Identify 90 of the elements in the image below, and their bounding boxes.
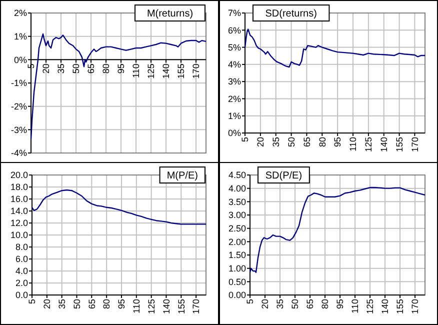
x-tick-label: 140 <box>379 137 390 152</box>
x-tick-label: 20 <box>256 137 266 148</box>
y-tick-label: 20.0 <box>10 170 28 180</box>
x-tick-label: 155 <box>176 299 186 314</box>
y-tick-label: 3.50 <box>228 196 246 207</box>
y-tick-label: 0% <box>14 54 27 65</box>
y-tick-label: 2% <box>14 8 27 18</box>
x-tick-label: 35 <box>275 299 286 310</box>
x-tick-label: 5 <box>27 299 38 304</box>
chart-title: SD(P/E) <box>265 170 302 182</box>
y-tick-label: -4% <box>10 148 27 158</box>
y-tick-label: -2% <box>10 101 27 112</box>
x-tick-label: 50 <box>286 137 296 148</box>
y-tick-label: 3% <box>228 76 241 87</box>
y-tick-label: 3.00 <box>228 210 246 220</box>
y-tick-label: 10.0 <box>10 230 28 240</box>
x-tick-label: 110 <box>348 137 358 152</box>
y-tick-label: 5% <box>228 42 241 52</box>
x-tick-label: 140 <box>161 64 172 79</box>
y-tick-label: 16.0 <box>10 194 28 204</box>
x-tick-label: 110 <box>350 299 360 314</box>
y-tick-label: -3% <box>10 124 27 135</box>
x-tick-label: 35 <box>271 137 282 148</box>
x-tick-label: 65 <box>86 64 96 74</box>
x-tick-label: 155 <box>394 137 404 152</box>
x-tick-label: 125 <box>364 137 374 152</box>
x-tick-label: 140 <box>380 299 390 314</box>
x-tick-label: 20 <box>42 299 52 310</box>
y-tick-label: 4.0 <box>15 266 28 276</box>
x-tick-label: 95 <box>335 299 346 310</box>
line-series <box>244 28 426 68</box>
chart-title: SD(returns) <box>265 8 317 20</box>
line-series <box>249 186 426 273</box>
x-tick-label: 140 <box>161 299 172 314</box>
x-tick-label: 95 <box>116 299 127 310</box>
y-tick-label: 4.50 <box>228 170 246 180</box>
y-tick-label: 2.0 <box>15 278 28 288</box>
x-tick-label: 65 <box>86 299 97 310</box>
y-tick-label: 14.0 <box>10 206 28 216</box>
x-tick-label: 80 <box>317 137 328 148</box>
x-tick-label: 170 <box>191 64 202 79</box>
x-tick-label: 35 <box>56 64 66 74</box>
x-tick-label: 5 <box>245 299 256 304</box>
x-tick-label: 20 <box>41 64 52 74</box>
x-tick-label: 110 <box>131 64 142 78</box>
x-tick-label: 65 <box>305 299 316 310</box>
x-tick-label: 50 <box>290 299 300 310</box>
x-tick-label: 95 <box>116 64 126 74</box>
x-tick-label: 170 <box>191 299 202 314</box>
y-tick-label: 8.0 <box>15 242 28 252</box>
y-tick-label: -1% <box>10 78 27 88</box>
line-series <box>31 189 207 225</box>
x-tick-label: 125 <box>365 299 376 314</box>
chart-title: M(returns) <box>146 8 194 20</box>
x-tick-label: 80 <box>102 299 112 310</box>
x-tick-label: 125 <box>146 64 156 79</box>
y-tick-label: 0% <box>228 128 241 138</box>
y-tick-label: 1% <box>228 111 241 122</box>
y-tick-label: 7% <box>228 8 241 18</box>
x-tick-label: 20 <box>260 299 270 310</box>
x-tick-label: 5 <box>240 137 250 142</box>
x-tick-label: 155 <box>176 64 186 79</box>
x-tick-label: 35 <box>56 299 67 310</box>
y-tick-label: 18.0 <box>10 182 28 192</box>
x-tick-label: 50 <box>71 64 82 74</box>
chart-title: M(P/E) <box>166 170 198 182</box>
x-tick-label: 80 <box>101 64 112 74</box>
x-tick-label: 155 <box>395 299 406 314</box>
x-tick-label: 50 <box>72 299 82 310</box>
y-tick-label: 1% <box>14 31 27 42</box>
y-tick-label: 4.00 <box>228 183 246 194</box>
x-tick-label: 125 <box>146 299 156 314</box>
y-tick-label: 2.50 <box>228 223 246 234</box>
x-tick-label: 110 <box>132 299 142 314</box>
x-tick-label: 95 <box>332 137 343 148</box>
y-tick-label: 2% <box>228 94 241 104</box>
y-tick-label: 1.00 <box>228 263 246 274</box>
x-tick-label: 65 <box>302 137 312 148</box>
y-tick-label: 6% <box>228 25 241 36</box>
y-tick-label: 1.50 <box>228 250 246 260</box>
x-tick-label: 80 <box>320 299 330 310</box>
y-tick-label: 12.0 <box>10 218 28 228</box>
y-tick-label: 0.00 <box>228 290 246 300</box>
y-tick-label: 0.50 <box>228 276 246 287</box>
x-tick-label: 170 <box>410 299 420 314</box>
x-tick-label: 170 <box>410 137 420 152</box>
y-tick-label: 4% <box>228 60 241 70</box>
y-tick-label: 2.00 <box>228 236 246 247</box>
y-tick-label: 6.0 <box>15 254 28 264</box>
y-tick-label: 0.0 <box>15 290 28 300</box>
